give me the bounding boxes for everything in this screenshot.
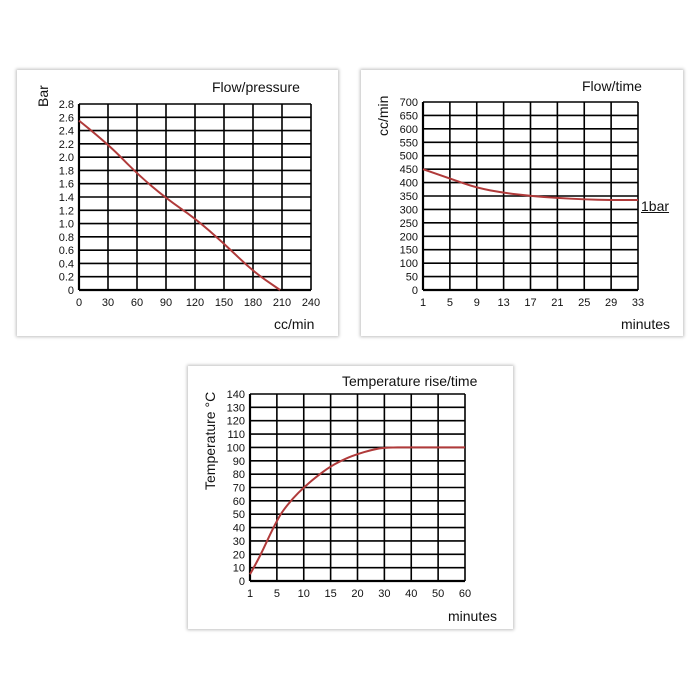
x-tick-label: 5 (274, 588, 280, 600)
y-axis-label: Temperature °C (202, 391, 218, 490)
chart-title: Flow/pressure (212, 79, 300, 95)
y-tick-label: 350 (400, 191, 418, 203)
x-axis-label: cc/min (274, 316, 315, 332)
x-tick-label: 50 (432, 588, 444, 600)
flow-pressure-chart: 00.20.40.60.81.01.21.41.61.82.02.22.42.6… (59, 99, 320, 309)
y-tick-label: 650 (400, 110, 418, 122)
y-axis-label: cc/min (375, 95, 391, 136)
y-tick-label: 2.2 (59, 139, 74, 151)
y-tick-label: 1.0 (59, 219, 74, 231)
y-tick-label: 0 (412, 285, 418, 297)
x-tick-label: 5 (447, 297, 453, 309)
x-tick-label: 33 (632, 297, 644, 309)
chart-card-flow-pressure: 0 0.2 0.4 0.6 0.8 1.0 1.2 1.4 1.6 1.8 2.0 2.2 2.4 2.6… (17, 70, 338, 336)
y-tick-label: 0.4 (59, 258, 74, 270)
y-tick-label: 100 (400, 258, 418, 270)
y-tick-label: 30 (233, 536, 245, 548)
y-tick-label: 1.8 (59, 165, 74, 177)
y-tick-label: 1.6 (59, 179, 74, 191)
y-tick-label: 140 (227, 389, 245, 401)
x-tick-label: 1 (247, 588, 253, 600)
y-tick-label: 50 (233, 509, 245, 521)
x-tick-label: 13 (498, 297, 510, 309)
y-tick-label: 150 (400, 245, 418, 257)
series-line (78, 119, 281, 291)
y-tick-label: 0.2 (59, 272, 74, 284)
y-tick-label: 1.2 (59, 205, 74, 217)
y-tick-label: 2.0 (59, 152, 74, 164)
x-tick-label: 150 (215, 297, 233, 309)
grid (77, 103, 312, 292)
x-tick-label: 180 (244, 297, 262, 309)
x-tick-label: 60 (459, 588, 471, 600)
x-tick-label: 40 (405, 588, 417, 600)
y-tick-label: 0.8 (59, 232, 74, 244)
x-tick-label: 15 (325, 588, 337, 600)
x-tick-label: 240 (302, 297, 320, 309)
chart-title: Flow/time (582, 78, 642, 94)
grid (248, 393, 466, 583)
y-tick-label: 50 (406, 272, 418, 284)
y-tick-label: 2.8 (59, 99, 74, 111)
x-tick-label: 1 (420, 297, 426, 309)
y-tick-label: 20 (233, 549, 245, 561)
y-tick-label: 300 (400, 204, 418, 216)
series-label-1bar: 1bar (641, 198, 670, 214)
series-line (422, 168, 638, 202)
y-axis-label: Bar (35, 85, 51, 107)
x-tick-label: 25 (578, 297, 590, 309)
x-tick-label: 60 (131, 297, 143, 309)
y-tick-label: 70 (233, 483, 245, 495)
y-tick-label: 1.4 (59, 192, 74, 204)
x-tick-label: 210 (273, 297, 291, 309)
x-tick-label: 90 (160, 297, 172, 309)
y-tick-label: 90 (233, 456, 245, 468)
x-tick-label: 10 (298, 588, 310, 600)
chart-card-temperature: 0 10 20 30 40 50 60 70 80 90 100 110 120 130 140 1 5 10 15… (188, 366, 513, 629)
chart-card-flow-time: 0 50 100 150 200 250 300 350 400 450 500 550 600 650 7… (361, 70, 683, 336)
x-tick-label: 120 (186, 297, 204, 309)
y-tick-label: 550 (400, 137, 418, 149)
y-tick-label: 80 (233, 469, 245, 481)
x-tick-label: 17 (524, 297, 536, 309)
y-tick-label: 0 (68, 285, 74, 297)
y-tick-label: 130 (227, 402, 245, 414)
y-tick-label: 600 (400, 124, 418, 136)
y-tick-label: 60 (233, 496, 245, 508)
y-tick-label: 450 (400, 164, 418, 176)
y-tick-label: 700 (400, 97, 418, 109)
x-tick-label: 30 (102, 297, 114, 309)
y-tick-label: 2.6 (59, 112, 74, 124)
y-tick-label: 2.4 (59, 126, 74, 138)
y-tick-label: 400 (400, 178, 418, 190)
y-tick-label: 10 (233, 563, 245, 575)
grid (421, 101, 639, 292)
chart-title: Temperature rise/time (342, 373, 478, 389)
y-tick-label: 100 (227, 442, 245, 454)
y-tick-label: 40 (233, 523, 245, 535)
x-axis-label: minutes (448, 608, 498, 624)
y-tick-label: 250 (400, 218, 418, 230)
series-line (249, 446, 465, 575)
y-tick-label: 500 (400, 151, 418, 163)
y-tick-label: 0.6 (59, 245, 74, 257)
y-tick-label: 200 (400, 231, 418, 243)
x-tick-label: 20 (351, 588, 363, 600)
x-tick-label: 9 (474, 297, 480, 309)
x-tick-label: 0 (76, 297, 82, 309)
x-tick-label: 21 (551, 297, 563, 309)
x-tick-label: 30 (378, 588, 390, 600)
y-tick-label: 120 (227, 416, 245, 428)
x-axis-label: minutes (621, 316, 671, 332)
x-tick-label: 29 (605, 297, 617, 309)
y-tick-label: 0 (239, 576, 245, 588)
y-tick-label: 110 (227, 429, 245, 441)
